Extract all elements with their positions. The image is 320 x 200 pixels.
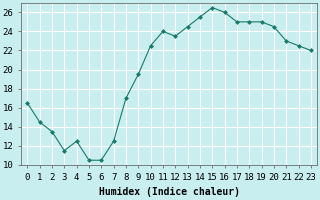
X-axis label: Humidex (Indice chaleur): Humidex (Indice chaleur) — [99, 187, 240, 197]
